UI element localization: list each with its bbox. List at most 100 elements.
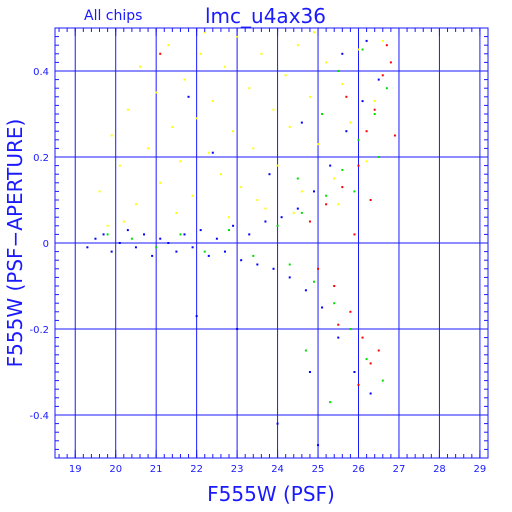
data-point (183, 78, 186, 81)
data-point (151, 254, 154, 257)
data-point (349, 121, 352, 124)
data-point (312, 280, 315, 283)
data-point (361, 336, 364, 339)
data-point (361, 100, 364, 103)
data-point (167, 44, 170, 47)
data-point (365, 160, 368, 163)
data-point (389, 61, 392, 64)
data-point (365, 358, 368, 361)
data-point (94, 237, 97, 240)
data-point (381, 74, 384, 77)
data-point (195, 315, 198, 318)
data-point (353, 190, 356, 193)
data-point (369, 199, 372, 201)
data-point (385, 87, 388, 90)
data-point (300, 190, 303, 193)
data-point (175, 211, 178, 214)
x-tick-label: 23 (231, 464, 244, 475)
data-point (373, 113, 376, 115)
data-point (317, 444, 320, 447)
data-point (211, 151, 214, 154)
data-point (183, 233, 186, 236)
x-axis-label: F555W (PSF) (207, 482, 335, 506)
x-tick-label: 24 (271, 464, 284, 475)
data-point (377, 78, 380, 81)
data-point (317, 143, 320, 146)
data-point (321, 306, 324, 309)
data-point (333, 302, 336, 305)
data-point (228, 229, 231, 232)
data-point (353, 371, 356, 373)
data-point (300, 211, 303, 214)
data-point (159, 181, 162, 184)
y-tick-label: 0.4 (33, 67, 49, 78)
y-tick-label: -0.2 (29, 325, 49, 336)
data-point (236, 35, 239, 38)
data-point (341, 82, 344, 85)
data-point (110, 250, 113, 253)
x-tick-label: 26 (352, 464, 365, 475)
data-point (130, 237, 133, 240)
data-point (256, 199, 259, 201)
data-point (304, 289, 307, 292)
x-tick-label: 22 (190, 464, 203, 475)
data-point (377, 349, 380, 352)
data-point (110, 134, 113, 137)
data-point (106, 224, 109, 227)
data-point (369, 362, 372, 365)
data-point (191, 194, 194, 197)
y-tick-label: -0.4 (29, 411, 49, 422)
x-tick-label: 28 (433, 464, 446, 475)
data-point (159, 237, 162, 240)
data-point (333, 285, 336, 287)
data-point (175, 250, 178, 253)
data-point (207, 254, 210, 257)
data-point (179, 233, 182, 236)
data-point (155, 91, 158, 94)
data-point (86, 246, 89, 249)
data-point (353, 233, 356, 236)
grid (55, 28, 488, 458)
y-tick-label: 0.2 (33, 153, 49, 164)
data-point (272, 267, 275, 270)
data-point (211, 100, 214, 103)
data-point (143, 233, 146, 236)
data-point (357, 383, 360, 386)
data-point (304, 349, 307, 352)
data-point (381, 39, 384, 42)
data-point (393, 134, 396, 137)
data-point (365, 130, 368, 133)
chart-subtitle: All chips (84, 8, 142, 24)
data-point (357, 48, 360, 51)
data-point (329, 164, 332, 167)
data-point (199, 229, 202, 232)
data-point (223, 65, 226, 68)
data-point (159, 52, 162, 55)
data-point (381, 379, 384, 382)
data-point (385, 44, 388, 47)
data-point (134, 203, 137, 206)
data-point (228, 216, 231, 219)
data-point (337, 70, 340, 72)
data-point (280, 216, 283, 219)
data-point (147, 147, 150, 150)
data-point (341, 52, 344, 55)
data-point (199, 52, 202, 55)
data-point (236, 328, 239, 330)
data-point (260, 52, 263, 55)
data-point (333, 177, 336, 180)
data-point (288, 125, 291, 128)
data-points (86, 31, 396, 447)
data-point (296, 44, 299, 47)
data-point (373, 108, 376, 111)
data-point (268, 173, 271, 176)
data-point (264, 220, 267, 223)
x-tick-label: 25 (312, 464, 325, 475)
data-point (337, 336, 340, 339)
data-point (357, 164, 360, 167)
data-point (191, 246, 194, 249)
x-tick-label: 21 (150, 464, 163, 475)
data-point (256, 263, 259, 266)
